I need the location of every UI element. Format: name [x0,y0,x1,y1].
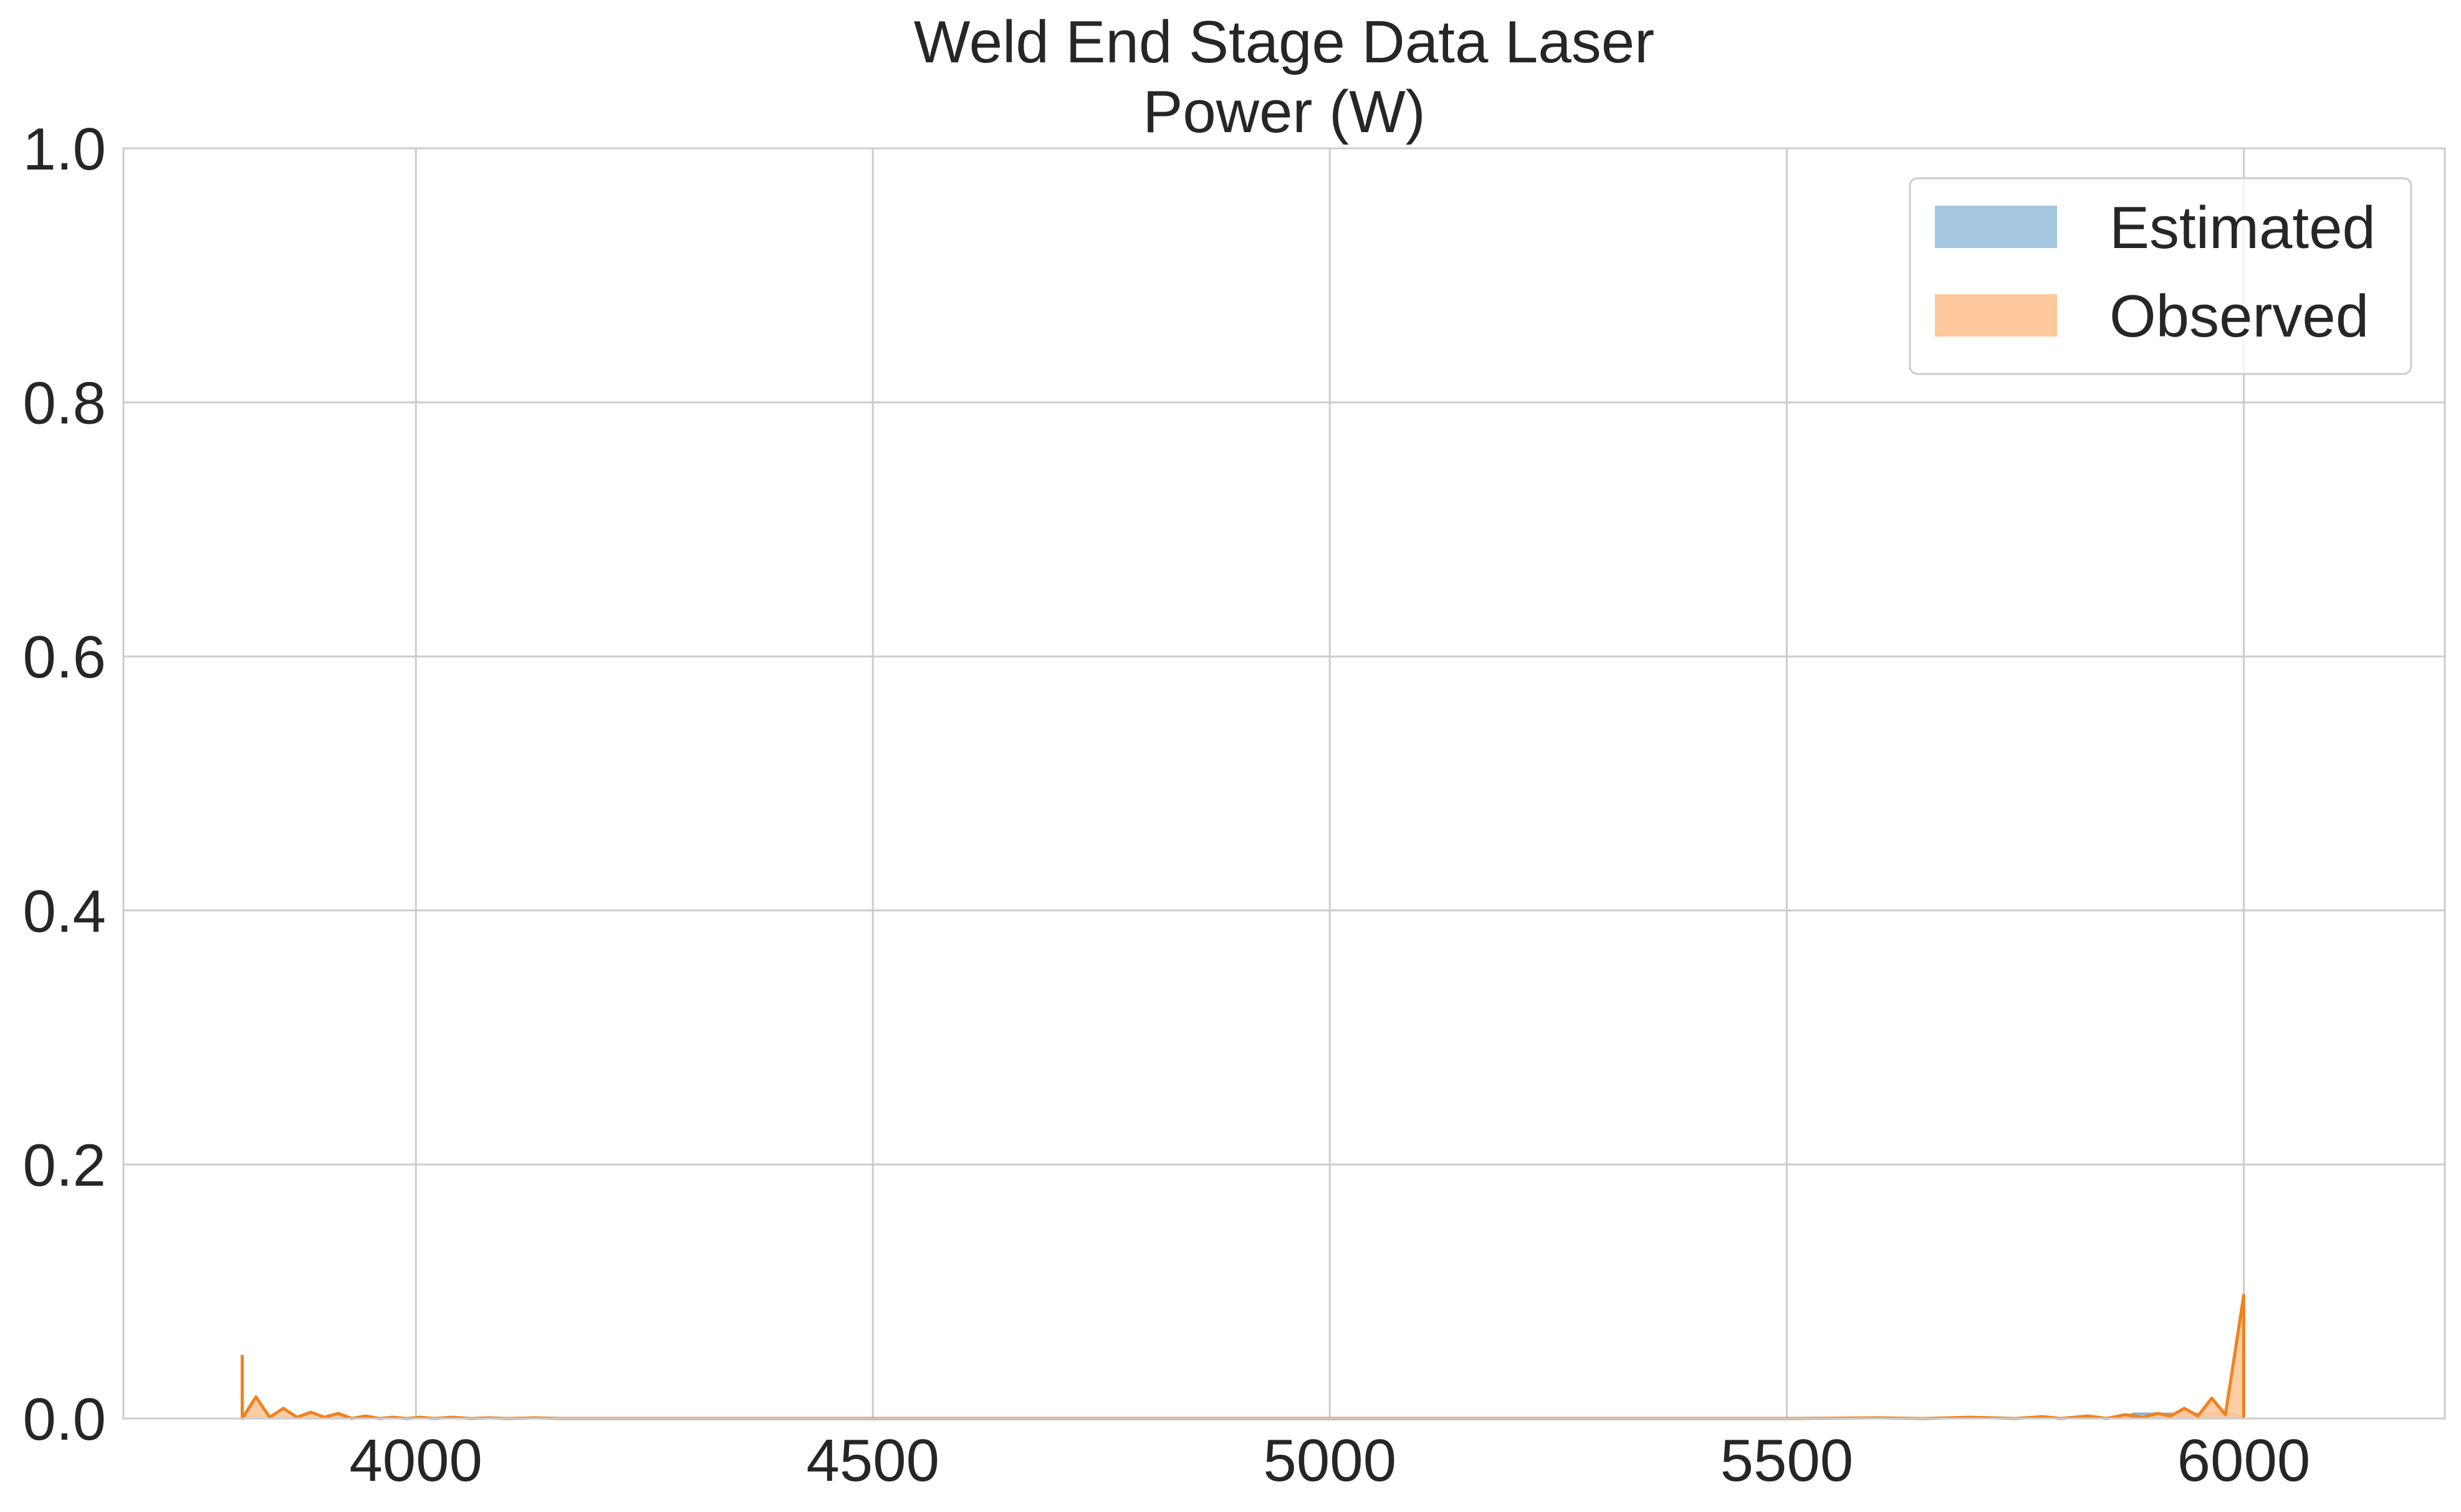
y-tick-label-4: 0.8 [23,370,106,437]
plot-frame [122,147,2446,1420]
x-tick-label-3: 5500 [1720,1427,1854,1494]
legend: Estimated Observed [1909,177,2412,375]
legend-label-observed: Observed [2109,283,2369,350]
y-tick-label-2: 0.4 [23,878,106,945]
legend-label-estimated: Estimated [2109,194,2376,261]
chart-title-line-2: Power (W) [1143,79,1425,145]
legend-swatch-observed [1935,294,2057,337]
chart-title-line-1: Weld End Stage Data Laser [914,9,1654,75]
y-tick-label-1: 0.2 [23,1132,106,1199]
x-tick-label-0: 4000 [349,1427,482,1494]
x-tick-label-4: 6000 [2177,1427,2311,1494]
x-tick-label-1: 4500 [806,1427,939,1494]
y-axis-ticks: 0.0 0.2 0.4 0.6 0.8 1.0 [23,116,106,1453]
x-axis-ticks: 4000 4500 5000 5500 6000 [349,1427,2310,1494]
y-tick-label-3: 0.6 [23,624,106,691]
legend-swatch-estimated [1935,206,2057,248]
x-tick-label-2: 5000 [1264,1427,1397,1494]
y-tick-label-0: 0.0 [23,1386,106,1453]
y-tick-label-5: 1.0 [23,116,106,183]
